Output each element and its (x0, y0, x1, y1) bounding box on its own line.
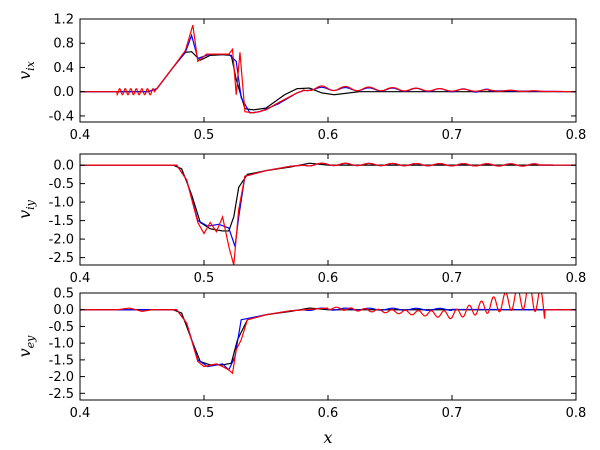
axes-frame (79, 18, 577, 123)
y-tick-label: -0.4 (49, 109, 74, 124)
x-tick-label: 0.8 (566, 271, 587, 286)
x-axis-label: x (323, 428, 332, 447)
y-tick-label: 0.0 (53, 159, 74, 174)
y-tick-label: -1.0 (49, 337, 74, 352)
series-line-1 (80, 33, 576, 114)
x-tick-label: 0.7 (442, 128, 463, 143)
x-tick-label: 0.6 (318, 128, 339, 143)
y-axis-label: vix (15, 60, 37, 80)
y-tick-label: 0.0 (53, 85, 74, 100)
panel-vey: 0.4 0.5 0.6 0.7 0.80.50.0-0.5-1.0-1.5-2.0-2.… (15, 287, 587, 422)
x-tick-label: 0.7 (442, 271, 463, 286)
axes-frame (79, 153, 577, 266)
y-tick-label: -2.0 (49, 233, 74, 248)
panel-vix: 0.4 0.5 0.6 0.7 0.8 1.2 0.8 0.4 0.0 -0.4 vix (15, 13, 586, 144)
x-tick-label: 0.5 (194, 271, 215, 286)
x-tick-label: 0.6 (318, 406, 339, 421)
series-line-2 (80, 24, 576, 114)
y-tick-label: 0.8 (53, 37, 74, 52)
y-tick-label: -1.0 (49, 196, 74, 211)
y-tick-label: -2.5 (49, 387, 74, 402)
y-tick-label: 0.5 (53, 287, 74, 302)
series-line-2 (80, 162, 576, 265)
panel-viy: 0.4 0.5 0.6 0.7 0.8 0.0 -0.5 -1.0 -1.5 -2.0 -2.5 vi… (15, 153, 587, 286)
x-tick-label: 0.4 (70, 406, 91, 421)
series-line-1 (80, 307, 576, 371)
x-tick-label: 0.6 (318, 271, 339, 286)
x-tick-label: 0.7 (442, 406, 463, 421)
y-axis-label: vey (15, 335, 37, 358)
y-tick-label: -1.5 (49, 214, 74, 229)
series-line-0 (80, 51, 576, 111)
series-line-0 (80, 307, 576, 366)
x-tick-label: 0.5 (194, 128, 215, 143)
y-tick-label: -2.0 (49, 370, 74, 385)
x-tick-label: 0.5 (194, 406, 215, 421)
y-tick-label: -2.5 (49, 251, 74, 266)
x-tick-label: 0.4 (70, 128, 91, 143)
y-tick-label: -0.5 (49, 320, 74, 335)
x-tick-label: 0.8 (566, 128, 587, 143)
y-axis-label: viy (15, 199, 37, 219)
series-line-1 (80, 162, 576, 247)
series-line-0 (80, 162, 576, 232)
y-tick-label: 1.2 (53, 13, 74, 28)
y-tick-label: 0.0 (53, 303, 74, 318)
x-tick-label: 0.4 (70, 271, 91, 286)
y-tick-label: 0.4 (53, 61, 74, 76)
y-tick-label: -0.5 (49, 177, 74, 192)
series-line-2 (80, 293, 576, 375)
x-tick-label: 0.8 (566, 406, 587, 421)
y-tick-label: -1.5 (49, 353, 74, 368)
